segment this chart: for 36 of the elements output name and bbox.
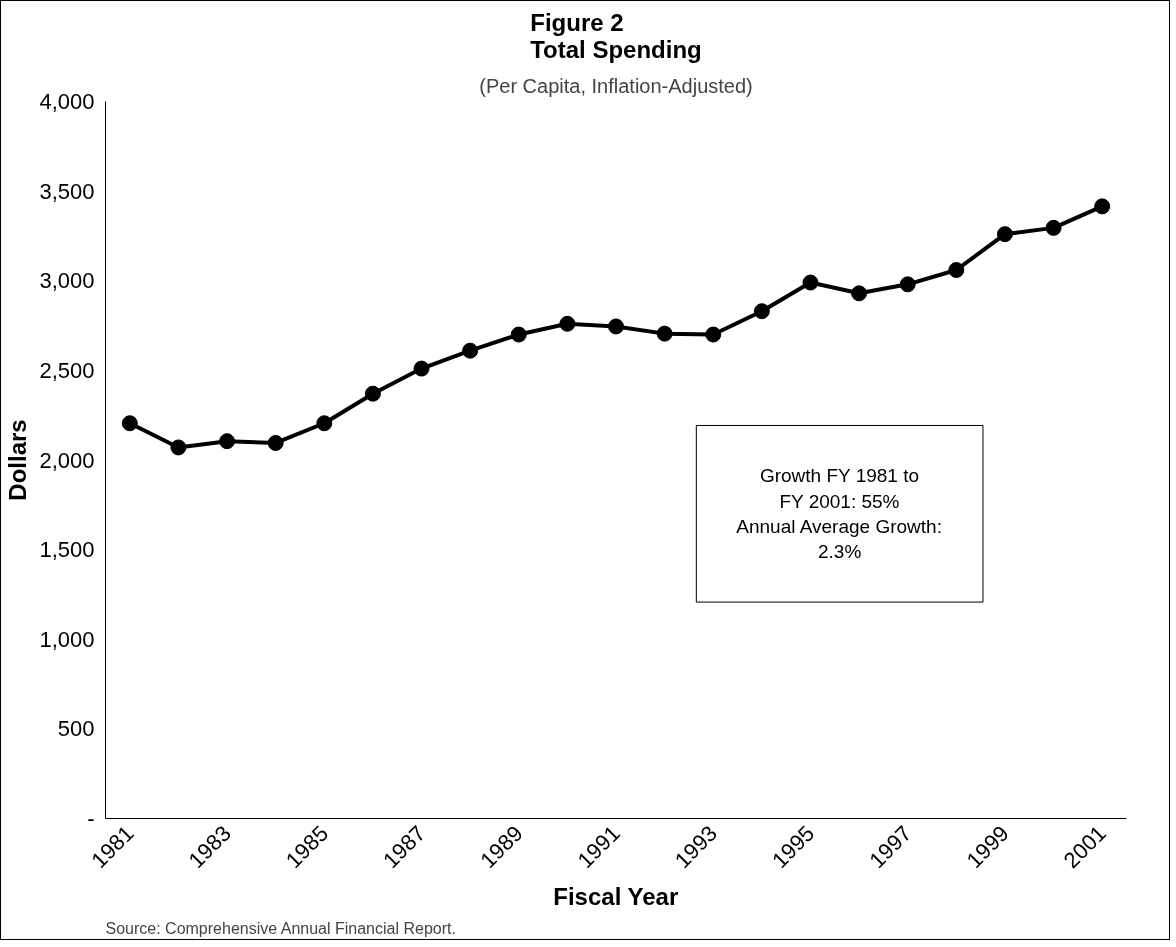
point <box>996 226 1013 243</box>
point <box>753 303 770 320</box>
point <box>413 360 430 377</box>
point <box>510 326 527 343</box>
annotation: Growth FY 1981 to FY 2001: 55% Annual Average Growth: 2.3% <box>736 465 942 563</box>
point <box>851 285 868 302</box>
chart-subtitle: (Per Capita, Inflation-Adjusted) <box>479 74 753 97</box>
x-axis-title: Fiscal Year <box>553 882 679 910</box>
source-note: Source: Comprehensive Annual Financial Report. <box>105 919 456 937</box>
y-tick-label: 3,000 <box>39 268 95 294</box>
point <box>559 315 576 332</box>
point <box>364 385 381 402</box>
point <box>1045 219 1062 236</box>
point <box>170 439 187 456</box>
point <box>267 434 284 451</box>
point <box>1094 198 1111 215</box>
point <box>316 415 333 432</box>
point <box>462 342 479 359</box>
y-tick-label: 500 <box>57 716 95 742</box>
y-tick-label: 3,500 <box>39 178 95 204</box>
y-tick-label: 2,500 <box>39 357 95 383</box>
point <box>705 326 722 343</box>
y-tick-label: 2,000 <box>39 447 95 473</box>
point <box>608 318 624 335</box>
point <box>802 274 819 291</box>
y-axis-title: Dollars <box>4 419 32 501</box>
point <box>656 325 673 342</box>
chart-title: Figure 2 Total Spending <box>530 8 702 63</box>
point <box>121 415 138 432</box>
y-tick-label: 4,000 <box>39 89 95 114</box>
point <box>899 276 916 293</box>
point <box>948 262 965 278</box>
y-tick-label: - <box>87 806 95 831</box>
point <box>219 433 236 450</box>
y-tick-label: 1,000 <box>39 626 95 652</box>
y-tick-label: 1,500 <box>39 537 95 563</box>
